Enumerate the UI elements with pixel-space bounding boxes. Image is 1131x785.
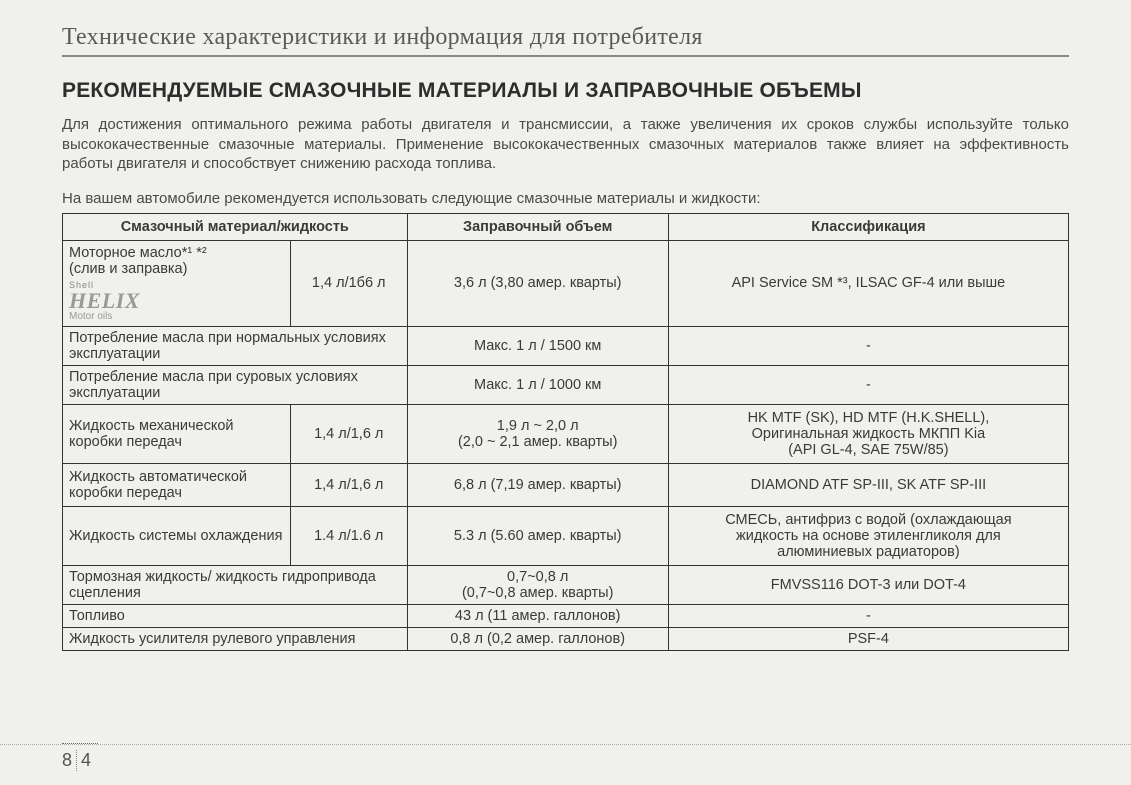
row-consumption-normal: Потребление масла при нормальных условия… xyxy=(63,326,1069,365)
motor-oil-label-1: Моторное масло*¹ *² xyxy=(69,245,207,261)
footer-dotted-line xyxy=(0,744,1131,745)
intro-paragraph: Для достижения оптимального режима работ… xyxy=(62,115,1069,174)
th-material: Смазочный материал/жидкость xyxy=(63,213,408,240)
page-footer: 8 4 xyxy=(62,743,98,771)
cell-cons-severe-volume: Макс. 1 л / 1000 км xyxy=(407,365,668,404)
manual-vol-l2: (2,0 ~ 2,1 амер. кварты) xyxy=(458,434,618,450)
page-num-left: 8 xyxy=(62,750,77,771)
cell-motor-oil-class: API Service SM *³, ILSAC GF-4 или выше xyxy=(668,240,1068,326)
lead-text: На вашем автомобиле рекомендуется исполь… xyxy=(62,190,1069,207)
cell-cons-normal-volume: Макс. 1 л / 1500 км xyxy=(407,326,668,365)
manual-class-l1: HK MTF (SK), HD MTF (H.K.SHELL), xyxy=(748,410,990,426)
cell-coolant-class: СМЕСЬ, антифриз с водой (охлаждающая жид… xyxy=(668,506,1068,565)
cell-auto-class: DIAMOND ATF SP-III, SK ATF SP-III xyxy=(668,463,1068,506)
coolant-class-l1: СМЕСЬ, антифриз с водой (охлаждающая xyxy=(725,512,1011,528)
cell-auto-engine: 1,4 л/1,6 л xyxy=(290,463,407,506)
th-classification: Классификация xyxy=(668,213,1068,240)
lubricants-table: Смазочный материал/жидкость Заправочный … xyxy=(62,213,1069,651)
row-power-steering: Жидкость усилителя рулевого управления 0… xyxy=(63,627,1069,650)
cell-fuel-label: Топливо xyxy=(63,604,408,627)
coolant-class-l3: алюминиевых радиаторов) xyxy=(777,544,960,560)
manual-vol-l1: 1,9 л ~ 2,0 л xyxy=(497,418,579,434)
cell-cons-normal-class: - xyxy=(668,326,1068,365)
row-consumption-severe: Потребление масла при суровых условиях э… xyxy=(63,365,1069,404)
cell-brake-class: FMVSS116 DOT-3 или DOT-4 xyxy=(668,565,1068,604)
cell-coolant-volume: 5.3 л (5.60 амер. кварты) xyxy=(407,506,668,565)
coolant-class-l2: жидкость на основе этиленгликоля для xyxy=(736,528,1001,544)
cell-brake-volume: 0,7~0,8 л (0,7~0,8 амер. кварты) xyxy=(407,565,668,604)
motor-oil-label-2: (слив и заправка) xyxy=(69,261,187,277)
cell-cons-severe-class: - xyxy=(668,365,1068,404)
cell-ps-class: PSF-4 xyxy=(668,627,1068,650)
cell-motor-oil-engine: 1,4 л/1б6 л xyxy=(290,240,407,326)
page-header: Технические характеристики и информация … xyxy=(62,24,1069,57)
helix-logo: Shell HELIX Motor oils xyxy=(69,281,284,322)
cell-manual-engine: 1,4 л/1,6 л xyxy=(290,404,407,463)
cell-fuel-volume: 43 л (11 амер. галлонов) xyxy=(407,604,668,627)
helix-main-text: HELIX xyxy=(69,290,284,312)
cell-ps-label: Жидкость усилителя рулевого управления xyxy=(63,627,408,650)
cell-motor-oil-label: Моторное масло*¹ *² (слив и заправка) Sh… xyxy=(63,240,291,326)
page-num-right: 4 xyxy=(77,750,91,771)
cell-cons-normal-label: Потребление масла при нормальных условия… xyxy=(63,326,408,365)
brake-vol-l2: (0,7~0,8 амер. кварты) xyxy=(462,585,613,601)
brake-vol-l1: 0,7~0,8 л xyxy=(507,569,568,585)
cell-auto-label: Жидкость автоматической коробки передач xyxy=(63,463,291,506)
row-auto-trans: Жидкость автоматической коробки передач … xyxy=(63,463,1069,506)
row-motor-oil: Моторное масло*¹ *² (слив и заправка) Sh… xyxy=(63,240,1069,326)
cell-motor-oil-volume: 3,6 л (3,80 амер. кварты) xyxy=(407,240,668,326)
row-fuel: Топливо 43 л (11 амер. галлонов) - xyxy=(63,604,1069,627)
cell-manual-volume: 1,9 л ~ 2,0 л (2,0 ~ 2,1 амер. кварты) xyxy=(407,404,668,463)
cell-manual-class: HK MTF (SK), HD MTF (H.K.SHELL), Оригина… xyxy=(668,404,1068,463)
row-brake: Тормозная жидкость/ жидкость гидропривод… xyxy=(63,565,1069,604)
manual-class-l2: Оригинальная жидкость МКПП Kia xyxy=(752,426,986,442)
cell-manual-label: Жидкость механической коробки передач xyxy=(63,404,291,463)
row-manual-trans: Жидкость механической коробки передач 1,… xyxy=(63,404,1069,463)
th-volume: Заправочный объем xyxy=(407,213,668,240)
row-coolant: Жидкость системы охлаждения 1.4 л/1.6 л … xyxy=(63,506,1069,565)
manual-class-l3: (API GL-4, SAE 75W/85) xyxy=(788,442,948,458)
helix-sub-text: Motor oils xyxy=(69,312,284,322)
cell-brake-label: Тормозная жидкость/ жидкость гидропривод… xyxy=(63,565,408,604)
cell-fuel-class: - xyxy=(668,604,1068,627)
cell-auto-volume: 6,8 л (7,19 амер. кварты) xyxy=(407,463,668,506)
table-header-row: Смазочный материал/жидкость Заправочный … xyxy=(63,213,1069,240)
section-title: РЕКОМЕНДУЕМЫЕ СМАЗОЧНЫЕ МАТЕРИАЛЫ И ЗАПР… xyxy=(62,79,1069,103)
cell-coolant-engine: 1.4 л/1.6 л xyxy=(290,506,407,565)
page-number: 8 4 xyxy=(62,750,98,771)
cell-coolant-label: Жидкость системы охлаждения xyxy=(63,506,291,565)
cell-cons-severe-label: Потребление масла при суровых условиях э… xyxy=(63,365,408,404)
cell-ps-volume: 0,8 л (0,2 амер. галлонов) xyxy=(407,627,668,650)
